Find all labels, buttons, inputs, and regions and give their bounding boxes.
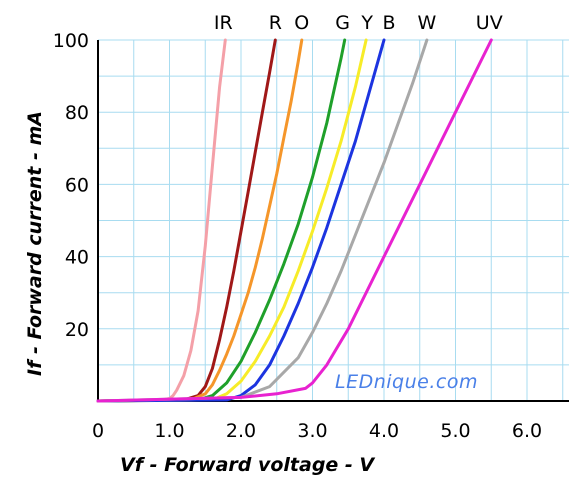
series-label-y: Y bbox=[360, 12, 373, 34]
watermark-text: LEDnique.com bbox=[335, 371, 478, 393]
x-tick-label: 2.0 bbox=[226, 420, 256, 442]
series-g-curve bbox=[96, 38, 347, 403]
x-tick-label: 3.0 bbox=[297, 420, 327, 442]
y-tick-label: 20 bbox=[65, 319, 89, 341]
series-y-curve bbox=[96, 38, 368, 403]
y-tick-label: 60 bbox=[65, 174, 89, 196]
series-label-b: B bbox=[382, 12, 395, 34]
series-label-ir: IR bbox=[214, 12, 233, 34]
x-tick-label: 1.0 bbox=[154, 420, 184, 442]
x-tick-label: 5.0 bbox=[440, 420, 470, 442]
series-o-curve bbox=[96, 38, 304, 403]
series-label-g: G bbox=[335, 12, 350, 34]
series-label-w: W bbox=[418, 12, 437, 34]
y-tick-label: 100 bbox=[53, 30, 89, 52]
series-b-curve bbox=[96, 38, 386, 403]
series-label-o: O bbox=[294, 12, 309, 34]
y-tick-label: 80 bbox=[65, 102, 89, 124]
y-axis-title: If - Forward current - mA bbox=[24, 111, 46, 376]
series-label-uv: UV bbox=[476, 12, 503, 34]
x-tick-label: 6.0 bbox=[512, 420, 542, 442]
series-curves bbox=[96, 38, 493, 403]
y-tick-label: 40 bbox=[65, 247, 89, 269]
series-r-curve bbox=[96, 38, 277, 403]
series-w-curve bbox=[96, 38, 429, 403]
series-label-r: R bbox=[269, 12, 282, 34]
series-uv-curve bbox=[96, 38, 493, 403]
series-labels: IR R O G Y B W UV bbox=[214, 12, 503, 34]
x-axis-title: Vf - Forward voltage - V bbox=[120, 454, 375, 476]
tick-labels: 0 1.0 2.0 3.0 4.0 5.0 6.0 20 40 60 80 100 bbox=[53, 30, 542, 442]
x-tick-label: 0 bbox=[92, 420, 104, 442]
x-tick-label: 4.0 bbox=[369, 420, 399, 442]
